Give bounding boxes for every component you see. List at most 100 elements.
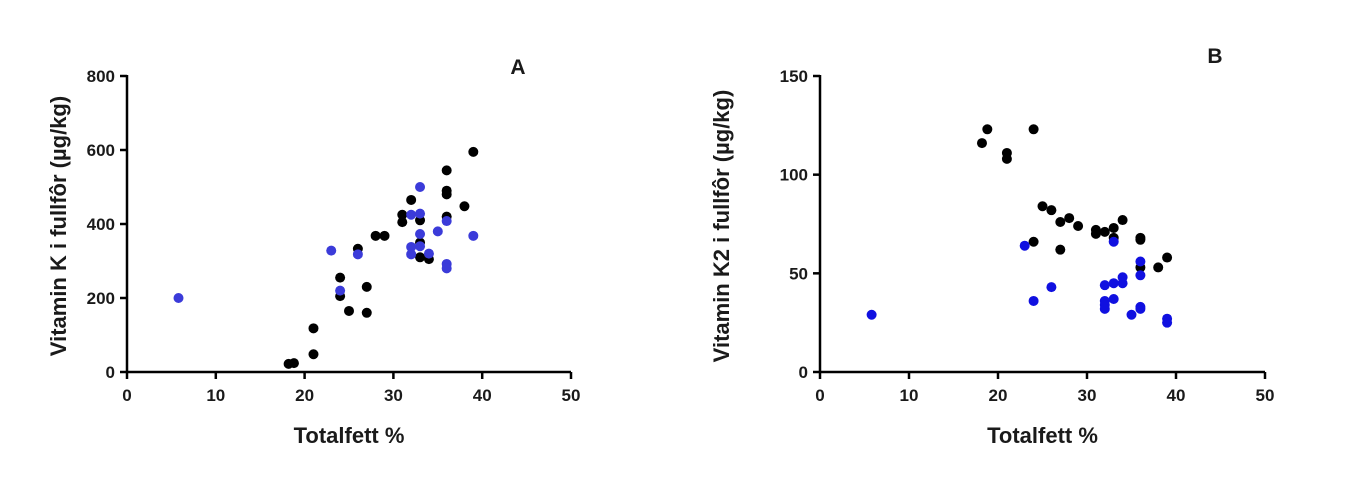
y-tick-label: 50 — [789, 264, 808, 283]
data-point — [1108, 293, 1119, 304]
data-point — [1135, 270, 1146, 281]
data-point — [406, 249, 417, 260]
data-point — [1037, 201, 1048, 212]
data-point — [288, 358, 299, 369]
panel-letter: B — [1207, 45, 1222, 68]
y-tick-label: 100 — [780, 166, 808, 185]
data-point — [415, 241, 426, 252]
data-point — [1108, 278, 1119, 289]
data-point — [1108, 222, 1119, 233]
x-axis-title: Totalfett % — [987, 423, 1098, 448]
data-point — [406, 241, 417, 252]
data-point — [415, 182, 426, 192]
data-point — [1046, 205, 1057, 216]
x-tick-label: 40 — [473, 386, 492, 405]
x-tick-label: 0 — [815, 386, 824, 405]
data-point — [1117, 278, 1128, 289]
data-point — [1126, 309, 1137, 320]
data-point — [1153, 262, 1164, 273]
data-point — [1028, 236, 1039, 247]
data-point — [1117, 215, 1128, 226]
data-point — [1028, 124, 1039, 135]
data-point — [423, 248, 434, 259]
data-point — [1090, 228, 1101, 239]
x-tick-label: 50 — [562, 386, 581, 405]
data-point — [1019, 240, 1030, 251]
panel-letter: A — [510, 56, 525, 79]
data-point — [1108, 236, 1119, 247]
y-tick-label: 400 — [87, 215, 115, 234]
data-point — [344, 305, 354, 316]
data-point — [441, 165, 452, 176]
panel-a: 0 10 20 30 40 50 0 200 400 600 800 Totalfett % Vitam… — [46, 56, 580, 448]
data-point — [415, 252, 426, 263]
y-tick-label: 150 — [780, 67, 808, 86]
data-point — [397, 217, 408, 228]
data-point — [1055, 244, 1066, 255]
data-point — [397, 209, 408, 220]
x-tick-label: 30 — [1078, 386, 1097, 405]
data-point — [415, 228, 426, 239]
x-axis-title: Totalfett % — [294, 423, 405, 448]
data-point — [1046, 282, 1057, 293]
data-point — [379, 230, 390, 241]
series-black-points — [283, 146, 479, 369]
data-point — [370, 230, 381, 241]
data-point — [1055, 217, 1066, 228]
series-blue-points — [173, 182, 479, 303]
data-point — [406, 209, 417, 220]
data-point — [976, 138, 987, 149]
series-black-points — [976, 124, 1173, 273]
data-point — [1064, 213, 1075, 224]
data-point — [361, 281, 372, 292]
data-point — [352, 249, 363, 260]
data-point — [866, 309, 877, 320]
y-axis-title: Vitamin K i fullfôr (µg/kg) — [46, 96, 71, 356]
data-point — [1135, 256, 1146, 267]
data-point — [1162, 252, 1173, 263]
data-point — [432, 226, 443, 237]
data-point — [441, 189, 452, 200]
data-point — [441, 263, 452, 274]
y-tick-label: 600 — [87, 141, 115, 160]
x-tick-label: 50 — [1256, 386, 1275, 405]
data-point — [308, 323, 319, 334]
data-point — [1135, 234, 1146, 245]
data-point — [1028, 295, 1039, 306]
data-point — [1162, 317, 1173, 328]
y-tick-label: 0 — [799, 363, 808, 382]
data-point — [441, 216, 452, 227]
data-point — [173, 293, 184, 303]
y-tick-label: 800 — [87, 67, 115, 86]
data-point — [335, 272, 346, 283]
x-tick-label: 40 — [1167, 386, 1186, 405]
panel-b: 0 10 20 30 40 50 0 50 100 150 Totalfett % Vitamin K… — [709, 45, 1274, 448]
y-tick-label: 200 — [87, 289, 115, 308]
data-point — [1135, 303, 1146, 314]
data-point — [415, 208, 426, 219]
series-blue-points — [866, 236, 1173, 328]
y-tick-label: 0 — [106, 363, 115, 382]
y-axis-title: Vitamin K2 i fullfôr (µg/kg) — [709, 90, 734, 363]
data-point — [1099, 226, 1110, 237]
data-point — [335, 285, 346, 296]
data-point — [308, 349, 319, 360]
data-point — [982, 124, 993, 135]
data-point — [459, 201, 470, 212]
x-tick-label: 20 — [295, 386, 314, 405]
data-point — [468, 146, 479, 157]
data-point — [1073, 220, 1084, 231]
data-point — [361, 307, 372, 318]
data-point — [1099, 280, 1110, 291]
x-tick-label: 10 — [900, 386, 919, 405]
x-tick-label: 30 — [384, 386, 403, 405]
data-point — [1001, 153, 1012, 164]
x-tick-label: 10 — [206, 386, 225, 405]
x-tick-label: 20 — [989, 386, 1008, 405]
data-point — [1099, 303, 1110, 314]
data-point — [406, 194, 417, 205]
x-tick-label: 0 — [122, 386, 131, 405]
data-point — [326, 245, 337, 256]
